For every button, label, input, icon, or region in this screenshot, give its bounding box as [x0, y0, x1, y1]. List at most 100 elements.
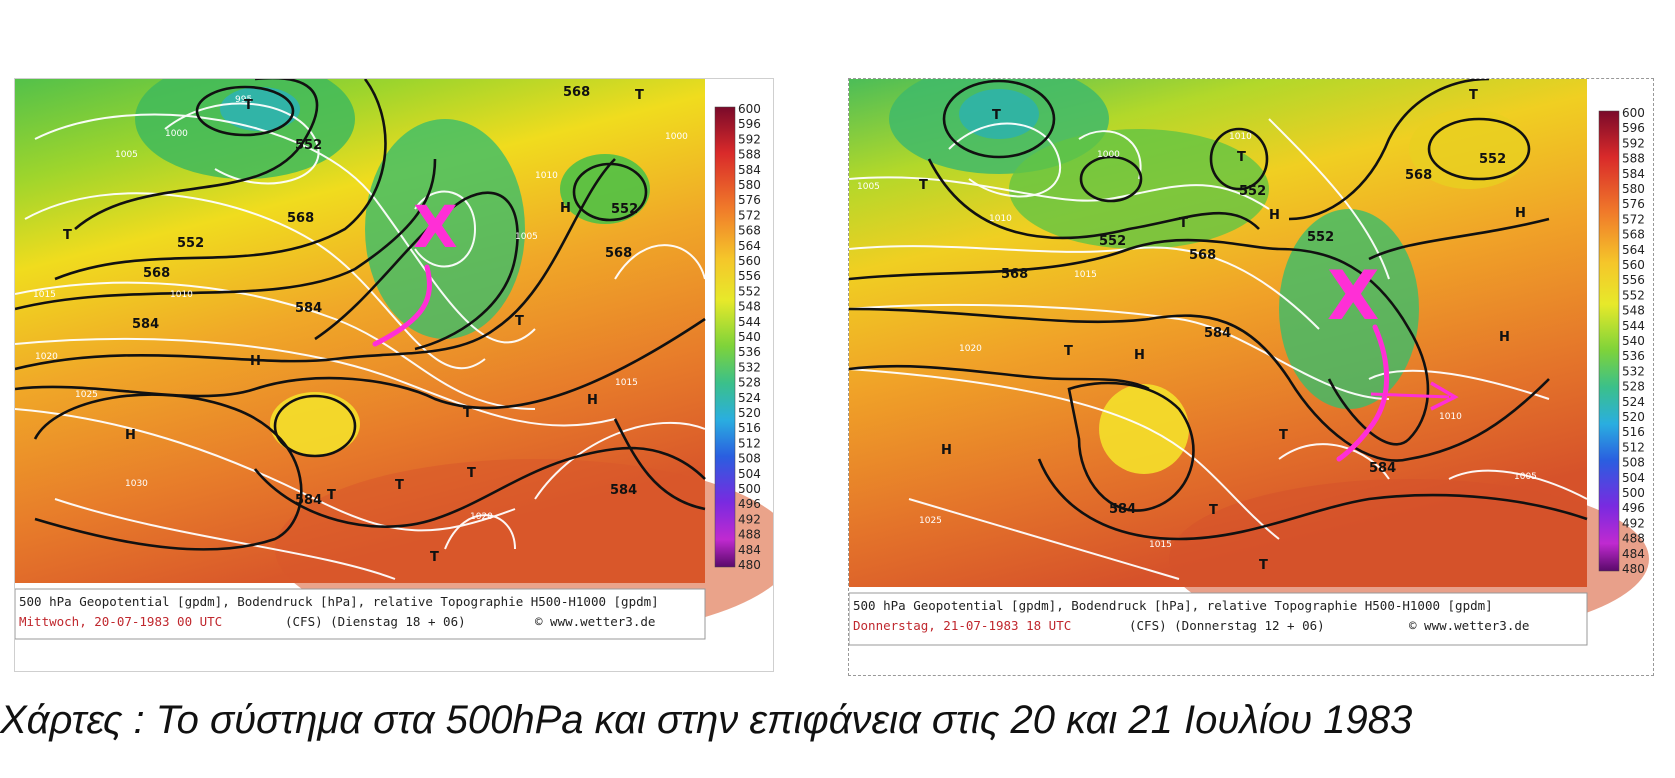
- caption-line1: 500 hPa Geopotential [gpdm], Bodendruck …: [853, 598, 1493, 613]
- contour-label: 552: [1239, 184, 1266, 199]
- colorbar-tick-label: 516: [738, 421, 761, 435]
- weather-map-right: 552 552 568 568 584 584 552 552 568 584 …: [849, 79, 1649, 646]
- weather-map-left: 552 552 568 568 584 584 584 584 568 552 …: [15, 79, 773, 640]
- contour-label: 584: [132, 317, 159, 332]
- high-symbol: H: [587, 393, 598, 408]
- low-symbol: T: [1209, 503, 1218, 518]
- caption-run: (CFS) (Dienstag 18 + 06): [285, 614, 466, 629]
- colorbar-tick-label: 544: [1622, 319, 1645, 333]
- high-symbol: H: [1499, 330, 1510, 345]
- colorbar-tick-label: 588: [1622, 152, 1645, 166]
- isobar-label: 1005: [857, 182, 880, 192]
- movement-arrow-line: [1370, 392, 1450, 399]
- contour-label: 584: [1369, 461, 1396, 476]
- ridge-fill: [270, 392, 360, 456]
- colorbar-tick-label: 540: [738, 330, 761, 344]
- high-symbol: H: [560, 201, 571, 216]
- contour-label: 552: [1307, 230, 1334, 245]
- colorbar-tick-label: 584: [1622, 167, 1645, 181]
- caption-line1: 500 hPa Geopotential [gpdm], Bodendruck …: [19, 594, 659, 609]
- low-symbol: T: [1259, 558, 1268, 573]
- colorbar-tick-label: 560: [738, 254, 761, 268]
- colorbar-tick-label: 532: [1622, 364, 1645, 378]
- caption-box: [15, 588, 706, 640]
- high-symbol: H: [1269, 208, 1280, 223]
- colorbar-tick-label: 564: [738, 239, 761, 253]
- colorbar-tick-label: 532: [738, 360, 761, 374]
- colorbar-tick-label: 560: [1622, 258, 1645, 272]
- isobar-label: 1005: [115, 150, 138, 160]
- isobar-label: 1010: [535, 171, 558, 181]
- colorbar-tick-label: 504: [1622, 471, 1645, 485]
- map-panel-21-july: 552 552 568 568 584 584 552 552 568 584 …: [848, 78, 1654, 676]
- low-symbol: T: [1279, 428, 1288, 443]
- isobar-label: 1005: [515, 232, 538, 242]
- colorbar-tick-label: 516: [1622, 425, 1645, 439]
- contour-label: 584: [295, 493, 322, 508]
- caption-date: Donnerstag, 21-07-1983 18 UTC: [853, 618, 1071, 633]
- colorbar-tick-label: 488: [738, 528, 761, 542]
- caption-source: © www.wetter3.de: [1409, 618, 1529, 633]
- colorbar-tick-label: 480: [1622, 562, 1645, 576]
- low-symbol: T: [1469, 88, 1478, 103]
- high-symbol: H: [250, 354, 261, 369]
- isobar-label: 1000: [165, 129, 188, 139]
- contour-label: 584: [1204, 326, 1231, 341]
- isobar-label: 1015: [1149, 540, 1172, 550]
- colorbar-tick-label: 500: [738, 482, 761, 496]
- colorbar-tick-label: 524: [738, 391, 761, 405]
- contour-label: 552: [1099, 234, 1126, 249]
- colorbar: [714, 106, 736, 568]
- contour-labels: 552 552 568 568 584 584 552 552 568 584: [1001, 152, 1506, 517]
- low-core-fill: [959, 89, 1039, 139]
- high-symbol: H: [1515, 206, 1526, 221]
- low-symbol: T: [992, 108, 1001, 123]
- contour-label: 568: [1405, 168, 1432, 183]
- low-symbol: T: [395, 478, 404, 493]
- pressure-symbols: T T T T H H H T T T T H T: [63, 88, 644, 565]
- colorbar-tick-label: 488: [1622, 532, 1645, 546]
- low-symbol: T: [467, 466, 476, 481]
- pressure-symbols: T T T T H H H T T T H H T T: [919, 88, 1526, 573]
- contour-label: 552: [295, 138, 322, 153]
- low-core-fill: [220, 87, 300, 131]
- colorbar-tick-label: 556: [1622, 273, 1645, 287]
- pressure-labels: 1000 1005 1010 1015 1020 1025 1030 995 1…: [33, 95, 688, 522]
- colorbar-tick-label: 568: [738, 224, 761, 238]
- contour-label: 552: [611, 202, 638, 217]
- colorbar-tick-label: 496: [738, 497, 761, 511]
- isobar-label: 1000: [665, 132, 688, 142]
- low-symbol: T: [463, 406, 472, 421]
- geopotential-contours: [15, 79, 706, 551]
- isobar-label: 1010: [170, 290, 193, 300]
- contour-label: 568: [563, 85, 590, 100]
- colorbar-tick-label: 492: [1622, 516, 1645, 530]
- colorbar-tick-label: 580: [1622, 182, 1645, 196]
- colorbar-tick-label: 580: [738, 178, 761, 192]
- figure-caption: Χάρτες : Το σύστημα στα 500hPa και στην …: [0, 698, 1413, 742]
- high-symbol: H: [941, 443, 952, 458]
- colorbar: [1598, 110, 1620, 572]
- low-symbol: T: [244, 98, 253, 113]
- isobar-label: 1030: [125, 479, 148, 489]
- colorbar-tick-label: 564: [1622, 243, 1645, 257]
- contour-label: 552: [177, 236, 204, 251]
- colorbar-tick-label: 592: [738, 132, 761, 146]
- isobar-label: 1020: [959, 344, 982, 354]
- colorbar-tick-label: 588: [738, 148, 761, 162]
- isobar-label: 1010: [1439, 412, 1462, 422]
- colorbar-tick-label: 496: [1622, 501, 1645, 515]
- trough-fill: [365, 119, 525, 339]
- ridge-fill: [1099, 384, 1189, 474]
- contour-label: 568: [1189, 248, 1216, 263]
- contour-label: 584: [1109, 502, 1136, 517]
- isobar-label: 995: [235, 95, 252, 105]
- colorbar-tick-label: 504: [738, 467, 761, 481]
- map-panel-20-july: 552 552 568 568 584 584 584 584 568 552 …: [14, 78, 774, 672]
- contour-label: 584: [610, 483, 637, 498]
- colorbar-tick-label: 528: [1622, 380, 1645, 394]
- low-symbol: T: [1179, 216, 1188, 231]
- low-symbol: T: [1064, 344, 1073, 359]
- isobar-label: 1015: [615, 378, 638, 388]
- colorbar-tick-label: 484: [1622, 547, 1645, 561]
